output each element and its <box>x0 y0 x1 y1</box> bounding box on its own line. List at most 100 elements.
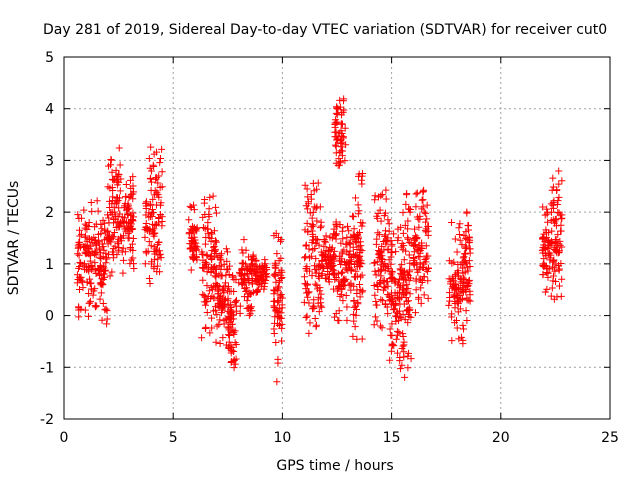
data-point <box>330 247 338 255</box>
data-point <box>278 337 286 345</box>
data-point <box>302 241 310 249</box>
x-tick-label: 0 <box>60 430 69 446</box>
data-point <box>397 314 405 322</box>
data-point <box>397 365 405 373</box>
data-point <box>353 305 361 313</box>
data-point <box>414 215 422 223</box>
data-point <box>210 243 218 251</box>
data-point <box>149 195 157 203</box>
data-point <box>124 223 132 231</box>
data-point <box>224 248 232 256</box>
data-point <box>417 299 425 307</box>
data-point <box>424 265 432 273</box>
data-point <box>277 271 285 279</box>
data-point <box>422 209 430 217</box>
data-point <box>74 250 82 258</box>
data-point <box>465 276 473 284</box>
data-point <box>464 221 472 229</box>
data-point <box>104 251 112 259</box>
data-point <box>404 364 412 372</box>
data-point <box>397 269 405 277</box>
data-point <box>256 276 264 284</box>
data-point <box>270 271 278 279</box>
data-point <box>86 280 94 288</box>
x-tick-label: 25 <box>601 430 619 446</box>
data-point <box>228 307 236 315</box>
data-point <box>216 340 224 348</box>
data-point <box>548 239 556 247</box>
data-point <box>339 147 347 155</box>
data-point <box>245 278 253 286</box>
data-point <box>380 246 388 254</box>
data-point <box>342 240 350 248</box>
data-point <box>386 293 394 301</box>
data-point <box>219 334 227 342</box>
data-point <box>75 215 83 223</box>
data-point <box>275 313 283 321</box>
data-point <box>553 186 561 194</box>
data-point <box>255 280 263 288</box>
data-point <box>338 120 346 128</box>
data-point <box>156 201 164 209</box>
data-point <box>310 305 318 313</box>
data-point <box>142 224 150 232</box>
data-point <box>278 304 286 312</box>
data-point <box>150 163 158 171</box>
data-point <box>187 225 195 233</box>
data-point <box>423 201 431 209</box>
data-point <box>354 210 362 218</box>
data-point <box>322 238 330 246</box>
data-point <box>146 279 154 287</box>
data-point <box>227 321 235 329</box>
data-point <box>108 268 116 276</box>
data-point <box>117 175 125 183</box>
data-point <box>387 347 395 355</box>
data-point <box>419 196 427 204</box>
data-point <box>312 240 320 248</box>
data-point <box>338 227 346 235</box>
data-point <box>556 247 564 255</box>
data-point <box>152 174 160 182</box>
data-point <box>400 338 408 346</box>
data-point <box>417 284 425 292</box>
data-point <box>154 262 162 270</box>
data-point <box>358 172 366 180</box>
data-point <box>222 271 230 279</box>
data-point <box>91 285 99 293</box>
data-point <box>448 218 456 226</box>
data-point <box>124 204 132 212</box>
data-point <box>413 189 421 197</box>
data-point <box>270 297 278 305</box>
data-point <box>187 266 195 274</box>
data-point <box>245 289 253 297</box>
data-point <box>335 155 343 163</box>
data-point <box>278 320 286 328</box>
data-point <box>412 286 420 294</box>
data-point <box>115 144 123 152</box>
data-point <box>372 298 380 306</box>
data-point <box>206 329 214 337</box>
data-point <box>401 267 409 275</box>
data-point <box>145 238 153 246</box>
data-point <box>385 220 393 228</box>
data-point <box>96 295 104 303</box>
data-point <box>206 193 214 201</box>
data-point <box>343 234 351 242</box>
data-point <box>127 211 135 219</box>
data-point <box>303 267 311 275</box>
data-point <box>217 272 225 280</box>
data-point <box>96 270 104 278</box>
data-point <box>186 240 194 248</box>
data-point <box>148 178 156 186</box>
data-point <box>402 200 410 208</box>
data-point <box>130 265 138 273</box>
data-point <box>386 325 394 333</box>
data-point <box>400 256 408 264</box>
data-point <box>308 221 316 229</box>
data-point <box>202 259 210 267</box>
data-point <box>400 353 408 361</box>
data-point <box>543 205 551 213</box>
data-point <box>401 373 409 381</box>
data-point <box>387 248 395 256</box>
